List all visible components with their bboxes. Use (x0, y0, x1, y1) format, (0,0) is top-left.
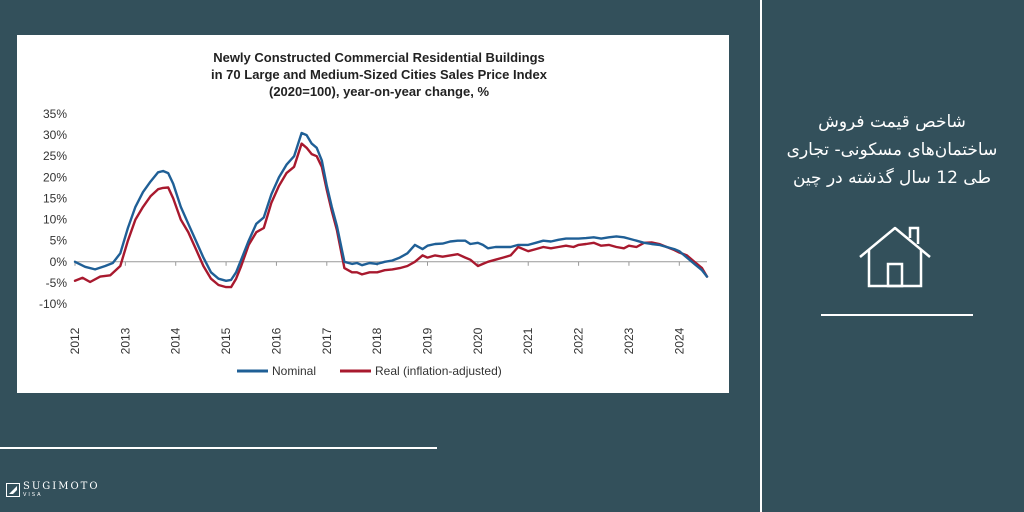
chart-svg: Newly Constructed Commercial Residential… (39, 50, 709, 378)
brand-name: SUGIMOTO (23, 481, 100, 492)
x-tick-label: 2023 (622, 327, 636, 354)
sidebar-title-line-2: ساختمان‌های مسکونی- تجاری (786, 140, 998, 160)
house-icon (859, 226, 931, 288)
series-line-real (73, 142, 709, 289)
x-tick-label: 2022 (572, 327, 586, 354)
x-tick-label: 2013 (118, 327, 132, 354)
x-tick-label: 2024 (672, 327, 686, 354)
x-tick-label: 2017 (320, 327, 334, 354)
series-line-nominal (73, 131, 709, 283)
x-axis: 2012 2013 2014 2015 2016 2017 2018 2019 2020 2021… (68, 261, 707, 354)
y-tick-label: 35% (43, 107, 67, 121)
legend: Nominal Real (inflation-adjusted) (237, 364, 502, 378)
legend-label-nominal: Nominal (272, 364, 316, 378)
y-tick-label: 20% (43, 170, 67, 184)
brand-mark-icon (6, 482, 20, 497)
y-tick-label: 15% (43, 191, 67, 205)
sidebar-title: شاخص قیمت فروش ساختمان‌های مسکونی- تجاری… (772, 108, 1012, 192)
sidebar-title-line-3: طی 12 سال گذشته در چین (792, 168, 991, 188)
brand-logo: SUGIMOTO VISA (6, 481, 100, 498)
y-tick-label: 10% (43, 213, 67, 227)
vertical-divider (760, 0, 762, 512)
chart-title-line-2: in 70 Large and Medium-Sized Cities Sale… (211, 67, 548, 82)
y-tick-label: 5% (50, 234, 68, 248)
y-axis: -10% -5% 0% 5% 10% 15% 20% 25% 30% 35% (39, 107, 67, 311)
x-tick-label: 2019 (421, 327, 435, 354)
x-tick-label: 2012 (68, 327, 82, 354)
bottom-left-rule (0, 447, 437, 449)
y-tick-label: 30% (43, 128, 67, 142)
x-tick-label: 2018 (370, 327, 384, 354)
brand-text: SUGIMOTO VISA (23, 481, 100, 498)
x-tick-label: 2016 (269, 327, 283, 354)
y-tick-label: 0% (50, 255, 68, 269)
x-tick-label: 2021 (521, 327, 535, 354)
x-tick-label: 2020 (471, 327, 485, 354)
chart-title-line-3: (2020=100), year-on-year change, % (269, 84, 489, 99)
legend-label-real: Real (inflation-adjusted) (375, 364, 502, 378)
sidebar-title-line-1: شاخص قیمت فروش (818, 112, 966, 132)
y-tick-label: -10% (39, 297, 67, 311)
chart-card: Newly Constructed Commercial Residential… (17, 35, 729, 393)
series-lines (73, 131, 709, 289)
chart-title: Newly Constructed Commercial Residential… (211, 50, 548, 99)
y-tick-label: 25% (43, 149, 67, 163)
chart-title-line-1: Newly Constructed Commercial Residential… (213, 50, 545, 65)
x-tick-label: 2015 (219, 327, 233, 354)
sidebar-rule (821, 314, 973, 316)
x-tick-label: 2014 (169, 327, 183, 354)
brand-sub: VISA (23, 492, 43, 498)
y-tick-label: -5% (46, 276, 68, 290)
